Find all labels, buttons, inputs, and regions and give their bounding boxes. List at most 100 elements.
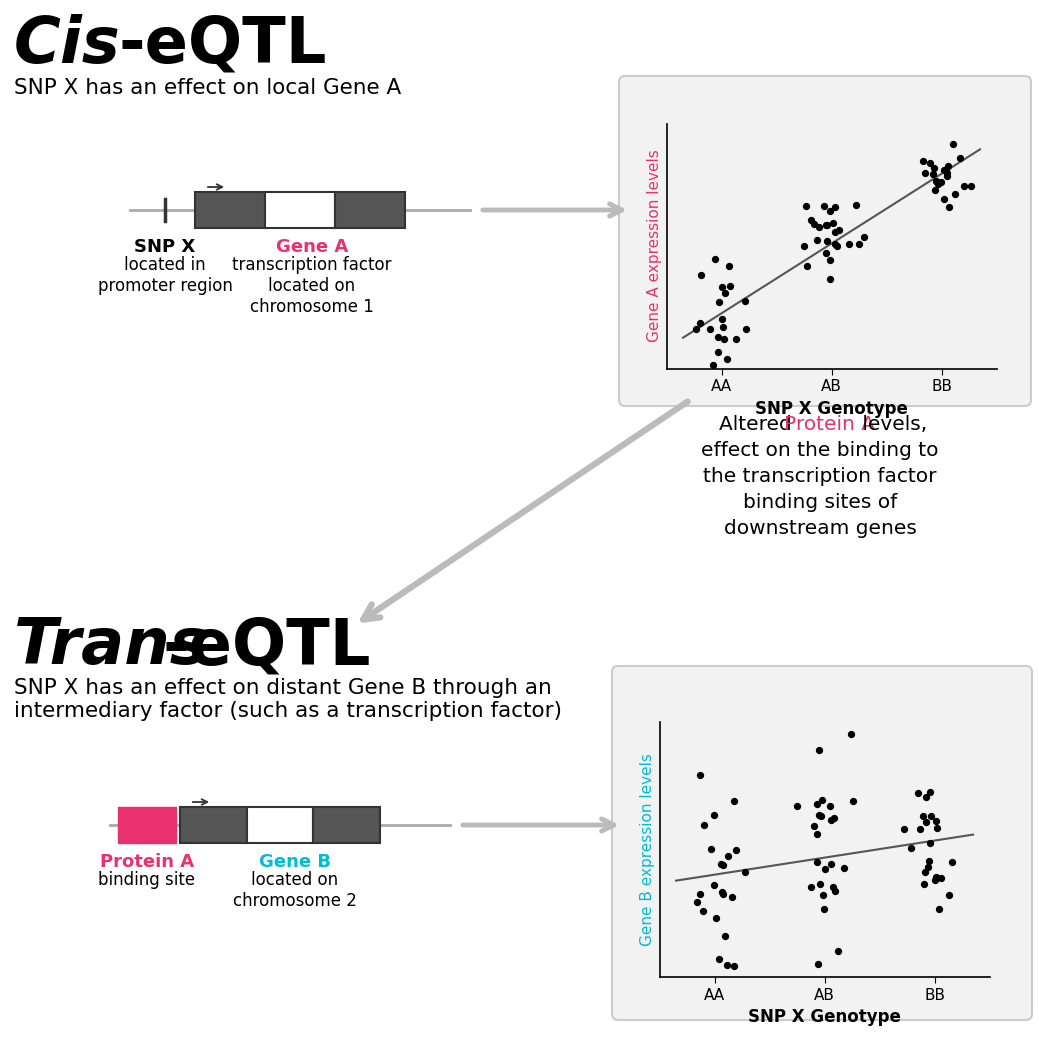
- Point: [806, 217, 823, 233]
- Point: [916, 864, 933, 881]
- Point: [938, 164, 955, 181]
- Point: [713, 278, 729, 295]
- Point: [702, 841, 719, 858]
- Point: [829, 237, 846, 254]
- Bar: [335, 192, 405, 228]
- Point: [811, 876, 828, 892]
- Text: binding site: binding site: [99, 871, 195, 889]
- Y-axis label: Gene A expression levels: Gene A expression levels: [647, 150, 663, 342]
- Text: Protein A: Protein A: [100, 852, 194, 871]
- Point: [714, 376, 730, 392]
- Text: SNP X has an effect on local Gene A: SNP X has an effect on local Gene A: [14, 78, 401, 98]
- Text: binding sites of: binding sites of: [743, 493, 897, 511]
- Point: [819, 217, 835, 233]
- Point: [922, 835, 938, 851]
- Point: [822, 797, 838, 814]
- Point: [855, 229, 872, 246]
- Text: Gene A: Gene A: [276, 238, 348, 256]
- Point: [814, 792, 830, 809]
- Text: -eQTL: -eQTL: [118, 14, 326, 76]
- Point: [930, 176, 947, 192]
- Point: [714, 857, 730, 873]
- Point: [708, 910, 724, 927]
- Point: [691, 766, 708, 782]
- Point: [928, 869, 944, 886]
- Point: [727, 331, 744, 347]
- X-axis label: SNP X Genotype: SNP X Genotype: [748, 1008, 901, 1026]
- Point: [956, 178, 973, 195]
- Point: [696, 817, 713, 834]
- Point: [928, 813, 944, 829]
- Point: [940, 199, 957, 215]
- Text: located on
chromosome 2: located on chromosome 2: [233, 871, 357, 910]
- Point: [810, 219, 827, 235]
- Point: [816, 901, 832, 917]
- Point: [721, 258, 738, 275]
- Point: [802, 879, 819, 895]
- Point: [822, 252, 838, 269]
- Point: [902, 840, 918, 857]
- FancyBboxPatch shape: [612, 666, 1032, 1020]
- Point: [922, 784, 938, 801]
- Point: [827, 224, 844, 241]
- Point: [702, 321, 719, 338]
- Point: [717, 285, 734, 301]
- Text: Gene B: Gene B: [259, 852, 331, 871]
- Text: Protein A: Protein A: [783, 415, 875, 434]
- Point: [939, 158, 956, 175]
- Point: [798, 198, 815, 214]
- Point: [816, 198, 832, 214]
- Point: [692, 267, 709, 283]
- Point: [922, 155, 938, 172]
- Point: [719, 956, 736, 973]
- Point: [719, 847, 736, 864]
- Point: [896, 821, 912, 838]
- Point: [914, 809, 931, 825]
- Point: [737, 293, 753, 310]
- Bar: [314, 808, 380, 843]
- Point: [817, 861, 833, 878]
- Bar: [195, 192, 265, 228]
- Point: [920, 859, 936, 876]
- Point: [715, 319, 731, 336]
- Point: [810, 806, 827, 823]
- Point: [822, 271, 838, 288]
- Point: [688, 321, 704, 338]
- Point: [948, 186, 964, 203]
- Point: [723, 889, 740, 906]
- Point: [823, 856, 840, 872]
- Point: [931, 901, 948, 917]
- Point: [917, 814, 934, 831]
- Point: [827, 199, 844, 215]
- Point: [823, 812, 840, 828]
- Bar: [246, 808, 314, 843]
- Bar: [118, 808, 176, 843]
- Point: [819, 233, 835, 250]
- Y-axis label: Gene B expression levels: Gene B expression levels: [640, 753, 656, 947]
- Point: [826, 883, 843, 900]
- Point: [927, 871, 943, 888]
- Point: [825, 810, 842, 826]
- Point: [737, 863, 753, 880]
- Bar: [180, 808, 246, 843]
- Point: [825, 214, 842, 231]
- Point: [916, 876, 933, 892]
- Point: [738, 320, 754, 337]
- Point: [796, 237, 812, 254]
- Point: [705, 877, 722, 893]
- Point: [830, 222, 847, 238]
- Point: [705, 808, 722, 824]
- Point: [910, 784, 927, 801]
- X-axis label: SNP X Genotype: SNP X Genotype: [755, 400, 908, 417]
- Point: [810, 742, 827, 758]
- Point: [829, 942, 846, 959]
- Point: [824, 879, 841, 895]
- Point: [848, 197, 864, 213]
- Point: [822, 202, 838, 219]
- Point: [805, 818, 822, 835]
- Point: [808, 854, 825, 870]
- Point: [799, 257, 816, 274]
- Point: [717, 928, 734, 945]
- Point: [841, 235, 857, 252]
- Point: [720, 369, 737, 386]
